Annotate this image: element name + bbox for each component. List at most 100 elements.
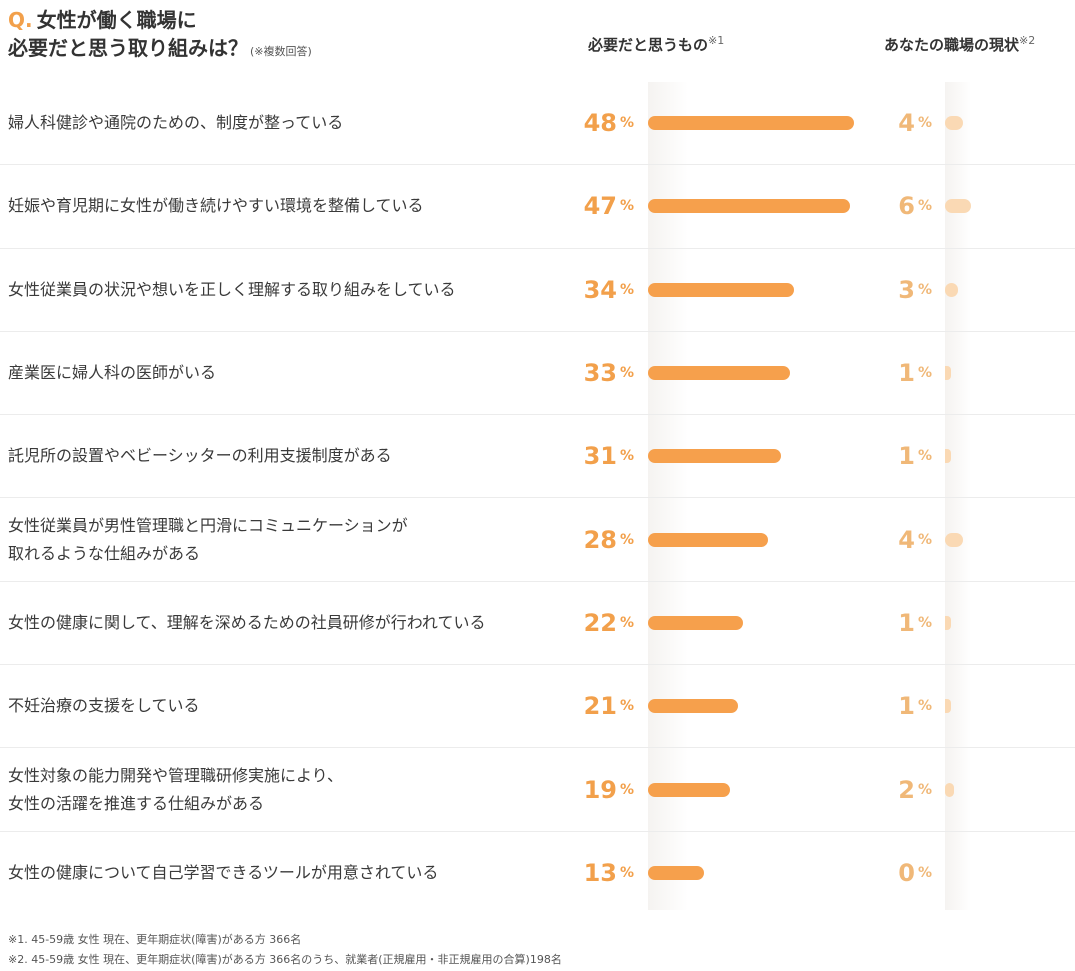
- bar-current: [945, 116, 963, 131]
- data-label-value: 4: [898, 525, 915, 554]
- footnote-1: ※1. 45-59歳 女性 現在、更年期症状(障害)がある方 366名: [8, 933, 302, 946]
- title-line-1: Q. 女性が働く職場に: [8, 6, 312, 34]
- data-label-value: 47: [583, 192, 617, 221]
- bar-current: [945, 199, 972, 214]
- category-label: 女性従業員が男性管理職と円滑にコミュニケーションが 取れるような仕組みがある: [8, 498, 568, 580]
- chart-row: 女性従業員が男性管理職と円滑にコミュニケーションが 取れるような仕組みがある 28%…: [0, 498, 1075, 582]
- category-label-line: 女性の健康に関して、理解を深めるための社員研修が行われている: [8, 612, 486, 632]
- bar-needed: [648, 782, 730, 797]
- data-label-value: 21: [583, 692, 617, 721]
- category-label: 不妊治療の支援をしている: [8, 665, 568, 747]
- bar-current: [945, 449, 951, 464]
- percent-sign: %: [917, 448, 932, 465]
- percent-sign: %: [917, 698, 932, 715]
- category-label: 女性対象の能力開発や管理職研修実施により、 女性の活躍を推進する仕組みがある: [8, 748, 568, 830]
- data-label-value: 1: [898, 692, 915, 721]
- percent-sign: %: [917, 365, 932, 382]
- title-text-2: 必要だと思う取り組みは？: [8, 36, 248, 60]
- column-header-needed-label: 必要だと思うもの: [588, 36, 709, 54]
- category-label: 婦人科健診や通院のための、制度が整っている: [8, 82, 568, 164]
- percent-sign: %: [917, 781, 932, 798]
- category-label-line: 取れるような仕組みがある: [8, 543, 201, 563]
- data-label-value: 28: [583, 525, 617, 554]
- data-label-current: 4%: [880, 82, 932, 164]
- chart-row: 女性対象の能力開発や管理職研修実施により、 女性の活躍を推進する仕組みがある 19%…: [0, 748, 1075, 832]
- percent-sign: %: [619, 864, 634, 881]
- percent-sign: %: [917, 614, 932, 631]
- bar-track-needed: [648, 82, 688, 910]
- data-label-value: 6: [898, 192, 915, 221]
- column-header-current-label: あなたの職場の現状: [884, 36, 1020, 54]
- percent-sign: %: [917, 115, 932, 132]
- data-label-value: 3: [898, 275, 915, 304]
- footnotes: ※1. 45-59歳 女性 現在、更年期症状(障害)がある方 366名 ※2. …: [8, 930, 562, 970]
- title-line-2: 必要だと思う取り組みは？ (※複数回答): [8, 34, 312, 66]
- category-label: 託児所の設置やベビーシッターの利用支援制度がある: [8, 415, 568, 497]
- category-label: 産業医に婦人科の医師がいる: [8, 332, 568, 414]
- percent-sign: %: [917, 281, 932, 298]
- data-label-needed: 34%: [560, 249, 634, 331]
- bar-current: [945, 699, 951, 714]
- data-label-value: 33: [583, 359, 617, 388]
- bar-needed: [648, 282, 795, 297]
- data-label-current: 1%: [880, 582, 932, 664]
- percent-sign: %: [619, 531, 634, 548]
- chart-row: 女性従業員の状況や想いを正しく理解する取り組みをしている 34% 3%: [0, 249, 1075, 332]
- bar-track-current: [945, 82, 971, 910]
- chart-row: 産業医に婦人科の医師がいる 33% 1%: [0, 332, 1075, 416]
- data-label-current: 4%: [880, 498, 932, 580]
- percent-sign: %: [917, 198, 932, 215]
- data-label-current: 2%: [880, 748, 932, 830]
- category-label-line: 女性従業員が男性管理職と円滑にコミュニケーションが: [8, 515, 408, 535]
- bar-current: [945, 366, 951, 381]
- data-label-value: 22: [583, 608, 617, 637]
- data-label-value: 48: [583, 109, 617, 138]
- data-label-value: 2: [898, 775, 915, 804]
- data-label-value: 0: [898, 858, 915, 887]
- category-label-line: 託児所の設置やベビーシッターの利用支援制度がある: [8, 446, 392, 466]
- category-label: 女性の健康に関して、理解を深めるための社員研修が行われている: [8, 582, 568, 664]
- category-label-line: 女性従業員の状況や想いを正しく理解する取り組みをしている: [8, 279, 456, 299]
- data-label-value: 4: [898, 109, 915, 138]
- chart-title: Q. 女性が働く職場に 必要だと思う取り組みは？ (※複数回答): [8, 6, 312, 66]
- data-label-needed: 19%: [560, 748, 634, 830]
- data-label-current: 3%: [880, 249, 932, 331]
- question-mark-label: Q.: [8, 8, 33, 32]
- chart-row: 託児所の設置やベビーシッターの利用支援制度がある 31% 1%: [0, 415, 1075, 499]
- category-label-line: 産業医に婦人科の医師がいる: [8, 363, 217, 383]
- bar-needed: [648, 449, 782, 464]
- percent-sign: %: [619, 781, 634, 798]
- category-label: 女性の健康について自己学習できるツールが用意されている: [8, 832, 568, 914]
- data-label-value: 1: [898, 359, 915, 388]
- data-label-needed: 13%: [560, 832, 634, 914]
- category-label-line: 不妊治療の支援をしている: [8, 696, 200, 716]
- data-label-current: 6%: [880, 165, 932, 247]
- data-label-value: 19: [583, 775, 617, 804]
- percent-sign: %: [619, 281, 634, 298]
- category-label-line: 女性の健康について自己学習できるツールが用意されている: [8, 862, 439, 882]
- category-label-line: 婦人科健診や通院のための、制度が整っている: [8, 113, 344, 133]
- chart-rows: 婦人科健診や通院のための、制度が整っている 48% 4% 妊娠や育児期に女性が働き続け…: [0, 82, 1075, 914]
- data-label-value: 34: [583, 275, 617, 304]
- data-label-needed: 28%: [560, 498, 634, 580]
- chart-row: 不妊治療の支援をしている 21% 1%: [0, 665, 1075, 749]
- data-label-needed: 47%: [560, 165, 634, 247]
- percent-sign: %: [619, 198, 634, 215]
- bar-needed: [648, 865, 704, 880]
- column-header-needed-note: ※1: [708, 34, 725, 47]
- column-header-current-note: ※2: [1019, 34, 1036, 47]
- footnote-2: ※2. 45-59歳 女性 現在、更年期症状(障害)がある方 366名のうち、就…: [8, 953, 562, 966]
- title-note: (※複数回答): [250, 45, 312, 58]
- percent-sign: %: [917, 864, 932, 881]
- bar-needed: [648, 615, 743, 630]
- bar-current: [945, 782, 954, 797]
- column-header-needed: 必要だと思うもの※1: [588, 34, 724, 55]
- chart-row: 婦人科健診や通院のための、制度が整っている 48% 4%: [0, 82, 1075, 166]
- bar-current: [945, 532, 963, 547]
- percent-sign: %: [619, 115, 634, 132]
- bar-needed: [648, 699, 739, 714]
- data-label-value: 1: [898, 442, 915, 471]
- percent-sign: %: [619, 448, 634, 465]
- data-label-value: 13: [583, 858, 617, 887]
- data-label-current: 1%: [880, 415, 932, 497]
